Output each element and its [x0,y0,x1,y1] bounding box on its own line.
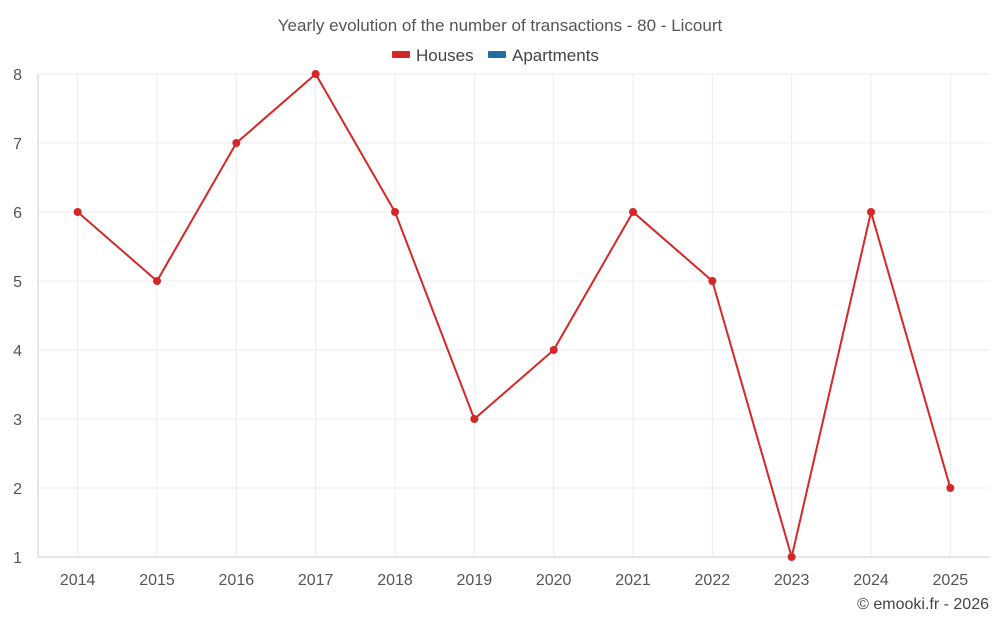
legend-swatch-apartments [488,51,506,58]
y-tick-label: 6 [13,205,22,222]
y-tick-label: 1 [13,550,22,567]
chart-title: Yearly evolution of the number of transa… [278,16,723,35]
x-tick-label: 2016 [219,572,255,589]
series-line-houses [77,73,952,558]
legend: Houses Apartments [392,46,599,65]
x-tick-label: 2025 [933,572,969,589]
series-layer [73,70,955,561]
x-tick-label: 2024 [853,572,889,589]
legend-label-houses: Houses [416,46,474,65]
x-tick-label: 2018 [377,572,413,589]
y-axis: 1 2 3 4 5 6 7 8 [13,67,39,567]
data-point-houses[interactable] [391,208,399,216]
data-point-houses[interactable] [311,70,320,78]
x-tick-label: 2022 [695,572,731,589]
data-point-houses[interactable] [946,484,955,492]
x-tick-label: 2014 [60,572,96,589]
legend-item-houses[interactable]: Houses [392,46,474,65]
data-point-houses[interactable] [470,415,479,423]
data-point-houses[interactable] [787,553,796,561]
x-tick-label: 2023 [774,572,810,589]
data-point-houses[interactable] [708,277,717,285]
x-tick-label: 2019 [457,572,493,589]
y-tick-label: 8 [13,67,22,84]
y-tick-label: 4 [13,343,22,360]
x-axis: 2014 2015 2016 2017 2018 2019 2020 2021 2022 2023… [38,556,990,589]
x-tick-label: 2021 [615,572,651,589]
legend-label-apartments: Apartments [512,46,599,65]
x-tick-label: 2015 [139,572,175,589]
data-point-houses[interactable] [73,208,82,216]
legend-swatch-houses [392,51,410,58]
data-point-houses[interactable] [629,208,637,216]
data-point-houses[interactable] [153,277,161,285]
data-point-houses[interactable] [549,346,558,354]
y-tick-label: 3 [13,412,22,429]
credit-text: © emooki.fr - 2026 [857,596,989,613]
y-tick-label: 2 [13,481,22,498]
legend-item-apartments[interactable]: Apartments [488,46,599,65]
x-tick-label: 2020 [536,572,572,589]
data-point-houses[interactable] [867,208,875,216]
data-point-houses[interactable] [232,139,241,147]
y-tick-label: 5 [13,274,22,291]
x-tick-label: 2017 [298,572,334,589]
y-tick-label: 7 [13,136,22,153]
